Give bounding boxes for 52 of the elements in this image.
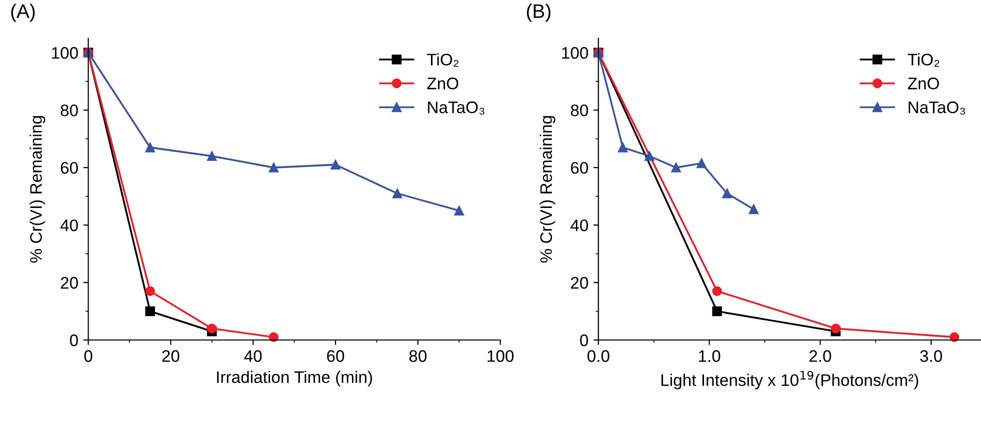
x-tick-label: 0 [84,350,92,362]
point [207,151,217,161]
y-tick-label: 100 [52,47,78,59]
y-tick-label: 0 [70,334,78,346]
y-tick-label: 100 [562,47,588,59]
legend-label: TiO₂ [908,53,940,67]
point [722,188,732,198]
y-tick-label: 20 [60,276,78,289]
x-tick-label: 20 [162,350,180,362]
legend-label: ZnO [908,78,939,90]
point [268,162,279,172]
x-axis-title: Light Intensity x 10$^{19}$(Photons/cm²) [661,370,918,390]
x-tick-label: 80 [409,350,427,362]
point [145,286,155,296]
x-tick-label: 0.0 [587,350,610,362]
point [145,142,155,152]
legend-label: NaTaO₃ [428,101,484,115]
legend-label: ZnO [427,78,458,90]
legend-label: NaTaO₃ [908,101,966,115]
y-tick-label: 20 [570,276,588,289]
y-tick-label: 40 [570,219,588,232]
point [392,188,402,198]
y-tick-label: 40 [60,219,78,232]
point [454,206,464,216]
point [696,158,706,168]
point [830,324,841,334]
point [671,162,681,172]
y-tick-label: 80 [570,104,588,116]
point [618,142,628,152]
x-tick-label: 2.0 [809,350,832,362]
x-tick-label: 60 [327,350,344,362]
y-axis-title: % Cr(VI) Remaining [30,116,46,263]
y-tick-label: 80 [60,104,78,116]
point [145,306,155,316]
point [644,151,654,161]
point [207,324,217,334]
point [712,286,722,296]
point [712,306,722,316]
y-tick-label: 0 [580,334,588,346]
chart-title: (B) [526,4,550,22]
y-tick-label: 60 [60,162,78,174]
y-axis-title: % Cr(VI) Remaining [540,116,556,263]
y-tick-label: 60 [571,162,588,174]
x-tick-label: 3.0 [920,350,942,362]
chart-title: (A) [11,4,35,22]
point [748,204,759,214]
x-tick-label: 40 [244,350,262,362]
x-tick-label: 100 [488,350,514,362]
x-axis-title: Irradiation Time (min) [217,370,372,386]
x-tick-label: 1.0 [698,350,720,362]
point [330,160,340,170]
legend-label: TiO₂ [427,53,459,67]
